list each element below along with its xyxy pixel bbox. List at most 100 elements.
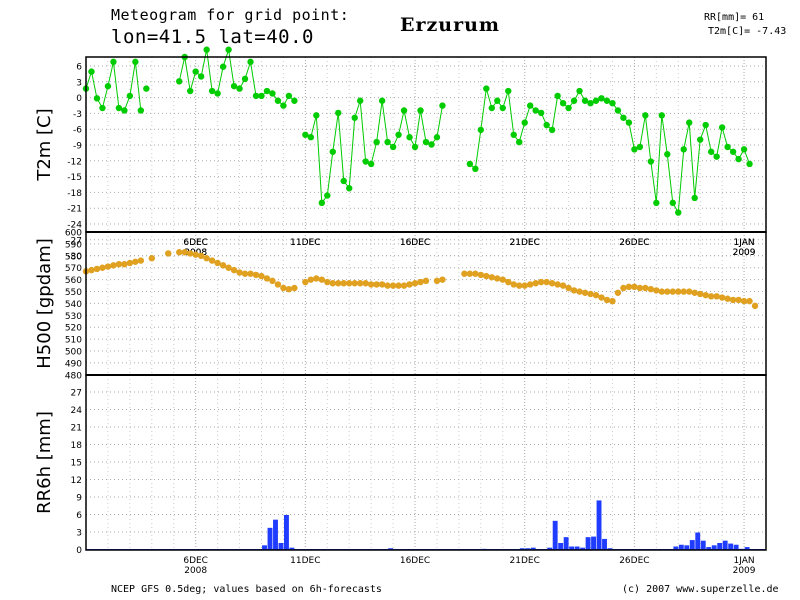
- t2m-point: [499, 104, 506, 112]
- h500-point: [526, 281, 534, 288]
- x-tick-sublabel: 2009: [733, 248, 756, 258]
- h500-point: [603, 296, 611, 304]
- t2m-point: [592, 97, 600, 104]
- h500-point: [614, 289, 622, 296]
- t2m-point: [225, 46, 232, 53]
- y-tick-label: -24: [67, 221, 82, 231]
- t2m-point: [302, 131, 309, 138]
- rr-bar: [706, 547, 712, 550]
- h500-point: [93, 265, 101, 273]
- h500-point: [208, 257, 216, 264]
- y-tick-label: 540: [65, 300, 82, 310]
- h500-point: [219, 262, 227, 269]
- y-tick-label: 18: [71, 441, 83, 451]
- t2m-point: [417, 107, 424, 114]
- h500-point: [724, 295, 731, 302]
- t2m-point: [88, 68, 95, 75]
- t2m-point: [642, 112, 649, 119]
- y-tick-label: -18: [67, 189, 82, 199]
- h500-point: [181, 249, 188, 256]
- t2m-point: [192, 68, 199, 75]
- t2m-point: [658, 112, 666, 119]
- t2m-point: [686, 119, 693, 126]
- t2m-point: [126, 92, 134, 100]
- t2m-point: [258, 92, 265, 100]
- h500-point: [367, 281, 375, 288]
- h500-point: [422, 277, 430, 285]
- h500-point: [126, 259, 134, 267]
- h500-point: [570, 287, 578, 294]
- rr-bar: [602, 538, 607, 550]
- x-tick-label: 21DEC: [510, 238, 540, 248]
- t2m-line: [178, 49, 295, 107]
- t2m-point: [99, 104, 106, 112]
- h500-point: [285, 286, 293, 293]
- t2m-point: [395, 131, 402, 138]
- rr-bar: [744, 547, 750, 550]
- h500-point: [214, 259, 221, 267]
- t2m-point: [526, 102, 534, 109]
- t2m-point: [324, 192, 331, 199]
- x-tick-label: 11DEC: [290, 238, 320, 248]
- t2m-point: [653, 199, 660, 207]
- h500-point: [587, 290, 594, 298]
- h500-point: [247, 270, 254, 277]
- h500-point: [642, 284, 649, 292]
- h500-point: [302, 278, 309, 286]
- t2m-point: [367, 160, 375, 168]
- t2m-point: [740, 146, 748, 153]
- y-tick-label: 6: [76, 63, 82, 73]
- y-tick-label: 9: [76, 494, 82, 504]
- y-tick-label: 580: [65, 252, 82, 262]
- h500-point: [592, 291, 600, 299]
- t2m-point: [340, 177, 347, 185]
- t2m-point: [186, 87, 194, 95]
- h500-point: [104, 263, 112, 270]
- h500-point: [165, 250, 172, 257]
- t2m-point: [636, 143, 644, 151]
- t2m-point: [647, 158, 655, 165]
- t2m-point: [208, 87, 216, 95]
- y-tick-label: 600: [65, 229, 82, 239]
- h500-point: [707, 293, 715, 300]
- t2m-point: [472, 165, 479, 173]
- y-tick-label: -15: [67, 173, 82, 183]
- rr-bar: [711, 545, 717, 550]
- rr-bar: [289, 547, 295, 550]
- y-tick-label: -21: [67, 205, 82, 215]
- t2m-point: [318, 199, 326, 207]
- t2m-point: [707, 148, 715, 155]
- h500-point: [696, 290, 704, 298]
- h500-point: [729, 296, 737, 304]
- t2m-point: [93, 95, 101, 102]
- h500-point: [280, 284, 287, 292]
- h500-point: [225, 264, 232, 271]
- x-tick-label: 26DEC: [619, 556, 649, 566]
- t2m-point: [521, 119, 528, 126]
- y-tick-label: -9: [73, 142, 82, 152]
- t2m-point: [335, 109, 342, 117]
- h500-point: [137, 257, 145, 264]
- rr-bar: [673, 546, 679, 550]
- y-tick-label: -12: [67, 157, 82, 167]
- h500-point: [718, 294, 726, 301]
- t2m-point: [236, 85, 243, 92]
- t2m-point: [373, 138, 380, 146]
- t2m-point: [488, 104, 496, 112]
- t2m-point: [494, 97, 501, 104]
- h500-point: [472, 270, 479, 277]
- t2m-line: [305, 100, 443, 205]
- y-tick-label: 0: [76, 546, 82, 556]
- y-tick-label: 0: [76, 94, 82, 104]
- t2m-point: [384, 138, 391, 146]
- t2m-point: [362, 158, 369, 165]
- t2m-point: [675, 209, 682, 216]
- h500-point: [499, 276, 506, 283]
- t2m-point: [433, 134, 441, 141]
- t2m-point: [329, 148, 336, 155]
- h500-point: [548, 280, 556, 287]
- meteogram-title: Meteogram for grid point:: [111, 6, 350, 24]
- t2m-point: [510, 131, 517, 138]
- h500-point: [318, 276, 326, 283]
- h500-point: [230, 266, 238, 274]
